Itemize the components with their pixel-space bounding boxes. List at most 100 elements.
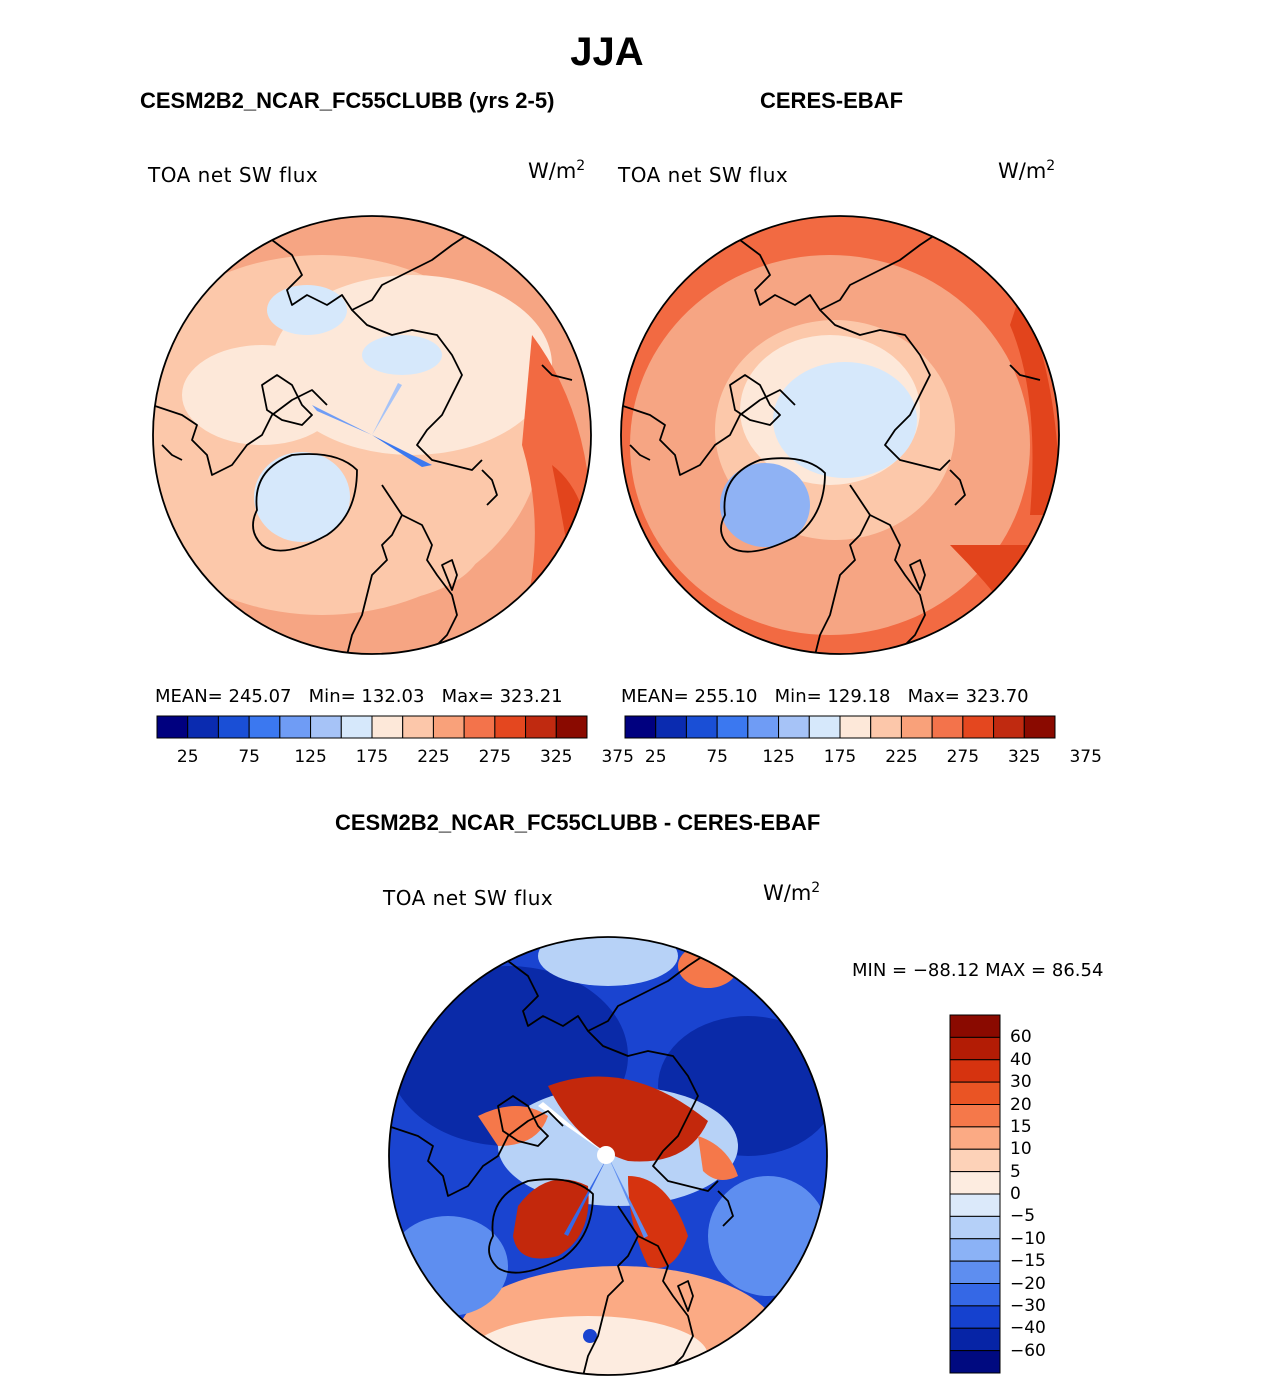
colorbar-tick-label: −15: [1010, 1251, 1046, 1272]
colorbar-tick-label: 20: [1010, 1094, 1032, 1115]
colorbar-swatch: [340, 715, 373, 739]
difference-colorbar: [949, 1014, 1001, 1374]
colorbar-tick-label: −40: [1010, 1318, 1046, 1339]
colorbar-swatch: [870, 715, 902, 739]
difference-panel-title: CESM2B2_NCAR_FC55CLUBB - CERES-EBAF: [335, 810, 821, 835]
difference-variable-label: TOA net SW flux: [383, 886, 554, 910]
colorbar-swatch: [494, 715, 527, 739]
colorbar-tick-label: 375: [1069, 747, 1102, 767]
colorbar-tick-label: 60: [1010, 1027, 1032, 1048]
colorbar-tick-label: 125: [762, 747, 795, 767]
colorbar-swatch: [900, 715, 933, 739]
colorbar-swatch: [949, 1126, 1001, 1150]
colorbar-tick-label: 25: [644, 747, 667, 767]
colorbar-swatch: [156, 715, 189, 739]
obs-coastlines: [621, 234, 1041, 654]
colorbar-tick-label: 10: [1010, 1139, 1032, 1160]
colorbar-swatch: [949, 1148, 1001, 1173]
difference-units: W/m2: [763, 880, 821, 905]
obs-variable-label: TOA net SW flux: [618, 163, 789, 187]
colorbar-tick-label: 40: [1010, 1049, 1032, 1070]
colorbar-swatch: [808, 715, 841, 739]
colorbar-tick-label: 15: [1010, 1116, 1032, 1137]
colorbar-swatch: [187, 715, 219, 739]
colorbar-swatch: [949, 1305, 1001, 1329]
colorbar-swatch: [371, 715, 404, 739]
colorbar-swatch: [949, 1215, 1001, 1240]
colorbar-swatch: [463, 715, 496, 739]
colorbar-swatch: [993, 715, 1025, 739]
colorbar-swatch: [839, 715, 872, 739]
colorbar-swatch: [248, 715, 281, 739]
difference-coastlines: [389, 955, 734, 1375]
colorbar-tick-label: 275: [478, 747, 512, 767]
model-greenland-ice: [254, 452, 350, 542]
colorbar-swatch: [747, 715, 780, 739]
pole-hole: [597, 1146, 615, 1164]
model-panel-title: CESM2B2_NCAR_FC55CLUBB (yrs 2-5): [140, 88, 555, 113]
colorbar-swatch: [949, 1327, 1001, 1352]
colorbar-swatch: [279, 715, 312, 739]
obs-stats: MEAN= 255.10 Min= 129.18 Max= 323.70: [621, 686, 1029, 707]
obs-colorbar: [624, 715, 1056, 739]
colorbar-tick-label: 325: [540, 747, 573, 767]
colorbar-swatch: [217, 715, 250, 739]
colorbar-tick-label: 225: [885, 747, 918, 767]
page-title: JJA: [570, 30, 644, 74]
obs-arctic-ice: [773, 362, 917, 478]
colorbar-swatch: [962, 715, 995, 739]
colorbar-tick-label: −30: [1010, 1295, 1046, 1316]
model-units: W/m2: [528, 158, 586, 183]
difference-colorbar-ticks: 60 40 30 20 15 10 5 0 −5 −10 −15 −20 −30 −40 −60: [1010, 1015, 1070, 1373]
colorbar-tick-label: −60: [1010, 1340, 1046, 1361]
colorbar-tick-label: 175: [355, 747, 389, 767]
colorbar-swatch: [931, 715, 964, 739]
colorbar-swatch: [778, 715, 810, 739]
colorbar-tick-label: −10: [1010, 1228, 1046, 1249]
colorbar-swatch: [949, 1283, 1001, 1307]
colorbar-tick-label: 75: [238, 747, 260, 767]
colorbar-swatch: [555, 715, 588, 739]
colorbar-tick-label: −5: [1010, 1206, 1036, 1227]
difference-minmax: MIN = −88.12 MAX = 86.54: [852, 960, 1104, 981]
colorbar-swatch: [310, 715, 342, 739]
colorbar-swatch: [1023, 715, 1056, 739]
model-colorbar-ticks: 25 75 125 175 225 275 325 375: [157, 747, 634, 771]
colorbar-swatch: [949, 1260, 1001, 1284]
obs-colorbar-ticks: 25 75 125 175 225 275 325 375: [625, 747, 1102, 771]
obs-polar-map: [620, 215, 1060, 655]
colorbar-swatch: [655, 715, 687, 739]
colorbar-tick-label: 275: [946, 747, 980, 767]
colorbar-tick-label: 225: [417, 747, 450, 767]
colorbar-tick-label: 375: [601, 747, 634, 767]
colorbar-swatch: [949, 1014, 1001, 1038]
colorbar-swatch: [949, 1036, 1001, 1061]
obs-panel-title: CERES-EBAF: [760, 88, 904, 113]
colorbar-swatch: [402, 715, 434, 739]
colorbar-swatch: [949, 1059, 1001, 1083]
colorbar-swatch: [525, 715, 557, 739]
obs-units: W/m2: [998, 158, 1056, 183]
model-variable-label: TOA net SW flux: [148, 163, 319, 187]
colorbar-swatch: [949, 1193, 1001, 1217]
colorbar-swatch: [685, 715, 718, 739]
colorbar-tick-label: 125: [294, 747, 327, 767]
colorbar-tick-label: 25: [176, 747, 199, 767]
colorbar-tick-label: 0: [1010, 1184, 1021, 1204]
colorbar-tick-label: 75: [706, 747, 728, 767]
colorbar-swatch: [949, 1238, 1001, 1262]
model-colorbar: [156, 715, 588, 739]
colorbar-swatch: [949, 1350, 1001, 1374]
colorbar-swatch: [949, 1171, 1001, 1195]
colorbar-swatch: [432, 715, 465, 739]
colorbar-swatch: [949, 1104, 1001, 1128]
colorbar-tick-label: −20: [1010, 1273, 1046, 1294]
colorbar-tick-label: 175: [823, 747, 857, 767]
colorbar-tick-label: 5: [1010, 1161, 1021, 1182]
colorbar-swatch: [624, 715, 657, 739]
difference-polar-map: [388, 936, 828, 1376]
colorbar-swatch: [716, 715, 749, 739]
colorbar-tick-label: 30: [1010, 1072, 1032, 1093]
colorbar-tick-label: 325: [1008, 747, 1041, 767]
colorbar-swatch: [949, 1081, 1001, 1105]
